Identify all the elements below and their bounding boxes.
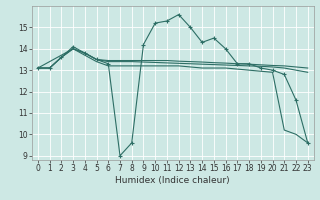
X-axis label: Humidex (Indice chaleur): Humidex (Indice chaleur) [116,176,230,185]
